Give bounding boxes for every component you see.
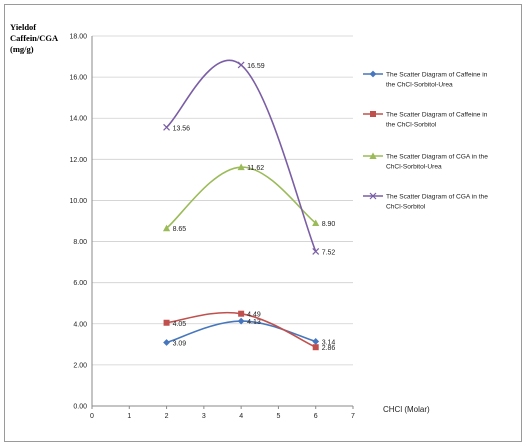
data-point (312, 219, 320, 227)
legend-marker (369, 70, 377, 78)
y-tick-label: 4.00 (73, 321, 87, 328)
data-point (237, 317, 245, 325)
series-3: 8.65 11.62 8.90 (162, 163, 336, 233)
data-point (163, 123, 170, 131)
y-axis-title-line: Caffein/CGA (10, 33, 59, 43)
data-label: 7.52 (322, 249, 336, 256)
legend-marker (369, 192, 377, 200)
data-point (312, 247, 320, 255)
x-tick-label: 4 (239, 413, 243, 420)
series-4: 13.56 16.59 7.52 (163, 59, 336, 256)
grid (92, 35, 353, 366)
data-label: 4.05 (173, 321, 187, 328)
y-tick-label: 10.00 (69, 198, 87, 205)
data-label: 3.09 (173, 340, 187, 347)
legend-label: ChCl-Sorbitol-Urea (386, 164, 442, 171)
y-tick-label: 0.00 (73, 404, 87, 411)
data-label: 2.86 (322, 345, 336, 352)
legend-label: The Scatter Diagram of CGA in the (386, 154, 488, 161)
data-label: 11.62 (247, 165, 264, 172)
legend-label: The Scatter Diagram of CGA in the (386, 194, 488, 201)
y-tick-label: 16.00 (69, 75, 87, 82)
data-label: 13.56 (173, 125, 191, 132)
y-tick-label: 8.00 (73, 239, 87, 246)
legend-label: The Scatter Diagram of Caffeine in (386, 112, 488, 119)
x-tick-label: 2 (165, 413, 169, 420)
data-label: 8.65 (173, 226, 187, 233)
data-label: 4.13 (247, 319, 261, 326)
legend: The Scatter Diagram of Caffeine in the Ch… (363, 70, 488, 211)
y-axis-title-line: Yieldof (10, 22, 36, 32)
data-point (237, 61, 245, 69)
data-point (312, 344, 319, 351)
series-2: 4.05 4.49 2.86 (163, 310, 336, 352)
legend-label: the ChCl-Sorbitol-Urea (386, 82, 453, 89)
data-label: 16.59 (247, 63, 265, 70)
data-point (162, 224, 171, 232)
legend-item: The Scatter Diagram of CGA in the ChCl-So… (363, 192, 488, 211)
data-point (163, 319, 170, 326)
y-tick-label: 18.00 (69, 34, 87, 41)
y-axis-title: Yieldof Caffein/CGA (mg/g) (10, 22, 59, 54)
series-layer: 3.094.133.144.054.492.868.6511.628.9013.… (162, 59, 336, 352)
axes: 0.00 2.00 4.00 6.00 8.00 10.00 12.00 14.00 16.00… (69, 34, 355, 421)
x-tick-label: 1 (127, 413, 131, 420)
legend-item: The Scatter Diagram of Caffeine in the Ch… (363, 70, 488, 89)
legend-label: ChCl-Sorbitol (386, 204, 426, 211)
legend-label: the ChCl-Sorbitol (386, 122, 437, 129)
data-point (163, 339, 170, 346)
data-point (237, 163, 245, 171)
x-tick-label: 5 (276, 413, 280, 420)
series-line (166, 59, 317, 252)
legend-marker (370, 111, 376, 117)
data-label: 3.14 (322, 339, 336, 346)
series-1: 3.09 4.13 3.14 (163, 317, 336, 347)
series-line (166, 166, 317, 229)
x-tick-label: 7 (351, 413, 355, 420)
y-axis-title-line: (mg/g) (10, 44, 34, 54)
data-label: 4.49 (247, 312, 261, 319)
data-point (238, 310, 245, 317)
y-tick-label: 14.00 (69, 116, 87, 123)
y-tick-label: 2.00 (73, 362, 87, 369)
legend-marker (369, 152, 377, 159)
legend-label: The Scatter Diagram of Caffeine in (386, 72, 488, 79)
y-tick-label: 6.00 (73, 280, 87, 287)
legend-item: The Scatter Diagram of CGA in the ChCl-So… (363, 152, 488, 171)
x-tick-label: 6 (314, 413, 318, 420)
data-point (312, 338, 320, 345)
x-tick-label: 3 (202, 413, 206, 420)
x-tick-label: 0 (90, 413, 94, 420)
legend-item: The Scatter Diagram of Caffeine in the Ch… (363, 111, 488, 129)
data-label: 8.90 (322, 221, 336, 228)
y-tick-label: 12.00 (69, 157, 87, 164)
x-axis-title: CHCl (Molar) (383, 405, 430, 414)
